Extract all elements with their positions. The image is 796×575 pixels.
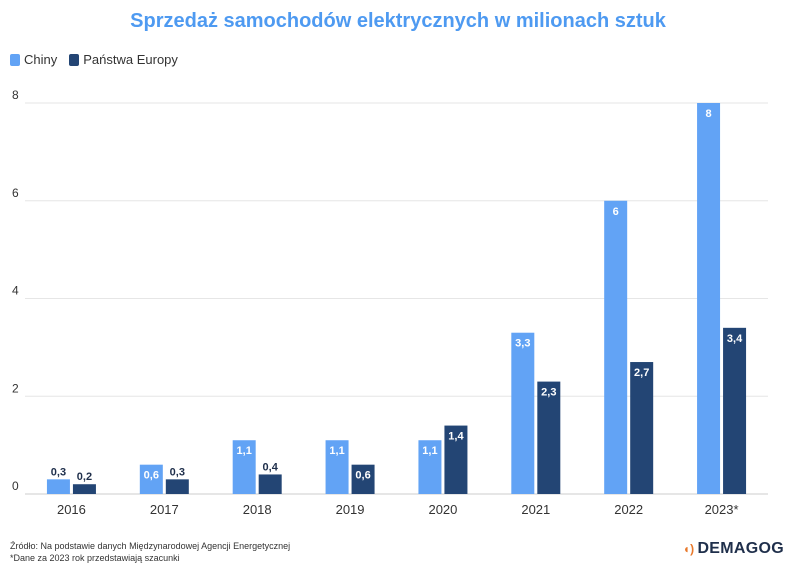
data-label: 0,3	[170, 466, 185, 478]
data-label: 0,2	[77, 471, 92, 483]
data-label: 1,1	[422, 445, 437, 457]
chart-title: Sprzedaż samochodów elektrycznych w mili…	[130, 10, 666, 32]
bar-europa	[630, 362, 654, 494]
data-label: 1,1	[329, 445, 344, 457]
y-tick-label: 0	[12, 479, 19, 493]
legend-label-chiny: Chiny	[24, 52, 58, 67]
signal-icon: ◖)	[682, 542, 695, 556]
legend-item-europa: Państwa Europy	[69, 52, 178, 67]
data-label: 3,3	[515, 338, 530, 350]
legend-label-europa: Państwa Europy	[83, 52, 178, 67]
x-tick-label: 2016	[57, 502, 86, 517]
bar-chiny	[697, 103, 721, 494]
estimate-note: *Dane za 2023 rok przedstawiają szacunki	[10, 553, 180, 563]
bar-europa	[723, 327, 747, 494]
data-label: 0,4	[263, 461, 279, 473]
legend-item-chiny: Chiny	[10, 52, 57, 67]
data-label: 1,1	[237, 445, 252, 457]
x-tick-label: 2023*	[705, 502, 739, 517]
bar-europa	[537, 381, 561, 494]
x-tick-label: 2018	[243, 502, 272, 517]
data-label: 2,3	[541, 387, 556, 399]
data-label: 0,6	[355, 470, 370, 482]
bar-chiny	[511, 332, 535, 494]
x-tick-label: 2019	[336, 502, 365, 517]
bar-europa	[258, 474, 282, 494]
legend-swatch-chiny	[10, 53, 20, 66]
bar-europa	[72, 484, 96, 494]
data-label: 8	[706, 108, 712, 120]
footer: Źródło: Na podstawie danych Międzynarodo…	[10, 540, 290, 564]
bar-europa	[444, 425, 468, 494]
data-label: 6	[613, 206, 619, 218]
brand-logo: ◖) DEMAGOG	[683, 540, 784, 558]
y-tick-label: 4	[12, 284, 19, 298]
legend-swatch-europa	[69, 53, 80, 66]
bar-chiny	[139, 464, 163, 494]
x-tick-label: 2021	[521, 502, 550, 517]
bar-europa	[165, 479, 189, 494]
data-label: 0,3	[51, 466, 66, 478]
brand-name: DEMAGOG	[697, 540, 784, 557]
y-tick-label: 6	[12, 186, 19, 200]
x-tick-label: 2017	[150, 502, 179, 517]
bar-chiny	[232, 440, 256, 494]
x-tick-label: 2020	[428, 502, 457, 517]
x-tick-label: 2022	[614, 502, 643, 517]
y-tick-label: 2	[12, 381, 19, 395]
bar-europa	[351, 464, 375, 494]
bar-chiny	[418, 440, 442, 494]
bar-chiny	[325, 440, 349, 494]
data-label: 1,4	[448, 431, 464, 443]
data-label: 3,4	[727, 333, 743, 345]
y-tick-label: 8	[12, 88, 19, 102]
legend: Chiny Państwa Europy	[10, 52, 190, 67]
bar-chiny	[46, 479, 70, 494]
data-label: 0,6	[144, 470, 159, 482]
data-label: 2,7	[634, 367, 649, 379]
bar-chiny	[604, 200, 628, 494]
source-note: Źródło: Na podstawie danych Międzynarodo…	[10, 541, 291, 551]
